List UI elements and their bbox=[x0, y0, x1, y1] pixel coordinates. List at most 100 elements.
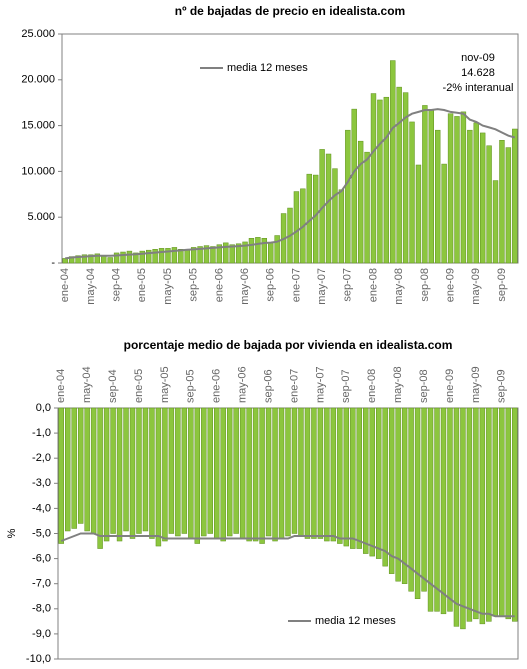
x-tick-label: sep-08 bbox=[419, 268, 431, 302]
bar bbox=[265, 407, 272, 537]
bar bbox=[71, 407, 77, 529]
bar bbox=[216, 244, 223, 264]
bar bbox=[107, 257, 113, 264]
bar bbox=[214, 407, 220, 539]
x-tick-label: ene-08 bbox=[366, 369, 378, 403]
bar bbox=[434, 407, 440, 612]
y-tick-label: -10,0 bbox=[26, 653, 51, 665]
bar bbox=[388, 407, 395, 574]
bar bbox=[188, 407, 194, 539]
x-tick-label: may-08 bbox=[392, 366, 404, 403]
x-tick-label: ene-04 bbox=[59, 268, 71, 302]
bar bbox=[184, 249, 190, 264]
x-tick-label: sep-05 bbox=[188, 268, 200, 302]
x-tick-label: may-05 bbox=[159, 366, 171, 403]
x-tick-label: ene-05 bbox=[133, 369, 145, 403]
bar bbox=[486, 407, 492, 622]
x-tick-label: sep-07 bbox=[340, 369, 352, 403]
bar bbox=[203, 245, 210, 264]
bar bbox=[235, 243, 242, 264]
legend-label: media 12 meses bbox=[227, 62, 308, 74]
bar bbox=[460, 407, 466, 630]
bar bbox=[233, 407, 239, 534]
x-tick-label: sep-06 bbox=[262, 369, 274, 403]
bar bbox=[77, 407, 84, 524]
bar bbox=[116, 407, 123, 542]
bar bbox=[512, 407, 518, 622]
bar bbox=[312, 174, 319, 264]
bar bbox=[152, 249, 158, 264]
x-tick-label: sep-06 bbox=[265, 268, 277, 302]
bar bbox=[248, 238, 255, 264]
x-tick-label: ene-09 bbox=[444, 369, 456, 403]
bar bbox=[133, 252, 139, 264]
bar bbox=[447, 407, 453, 612]
bar bbox=[175, 407, 181, 537]
y-tick-label: -2,0 bbox=[32, 452, 51, 464]
bar bbox=[110, 407, 116, 534]
bar bbox=[345, 129, 351, 264]
bar bbox=[171, 247, 178, 264]
bar bbox=[325, 153, 332, 264]
bar bbox=[460, 111, 467, 264]
bar bbox=[337, 407, 343, 544]
bar bbox=[285, 407, 291, 537]
bar bbox=[259, 407, 265, 544]
bar bbox=[181, 407, 188, 534]
bar bbox=[194, 407, 201, 544]
bar bbox=[499, 407, 505, 617]
chart-title: porcentaje medio de bajada por vivienda … bbox=[124, 338, 453, 352]
bar bbox=[408, 407, 414, 592]
y-tick-label: - bbox=[51, 257, 55, 269]
bar bbox=[427, 407, 434, 612]
bar bbox=[505, 147, 512, 264]
bar bbox=[402, 92, 409, 264]
y-tick-label: -9,0 bbox=[32, 628, 51, 640]
bar bbox=[97, 407, 103, 549]
y-tick-label: 20.000 bbox=[21, 74, 55, 86]
bar bbox=[278, 407, 285, 539]
y-tick-label: 25.000 bbox=[21, 28, 55, 40]
bar bbox=[473, 122, 479, 264]
x-tick-label: ene-06 bbox=[211, 369, 223, 403]
annotation: 14.628 bbox=[461, 67, 495, 79]
bar bbox=[440, 407, 447, 615]
bar bbox=[136, 407, 142, 534]
bar bbox=[101, 255, 107, 264]
bar bbox=[492, 180, 499, 264]
bar bbox=[149, 407, 155, 539]
bar bbox=[178, 249, 184, 264]
trend-line bbox=[60, 532, 515, 618]
x-tick-label: sep-08 bbox=[418, 369, 430, 403]
bar bbox=[390, 60, 396, 264]
bar bbox=[239, 407, 246, 539]
bar bbox=[162, 407, 168, 542]
bar bbox=[103, 407, 110, 542]
bar bbox=[330, 407, 337, 542]
bar bbox=[422, 105, 428, 264]
y-axis-label: % bbox=[6, 528, 18, 538]
bar bbox=[479, 407, 486, 625]
x-tick-label: sep-09 bbox=[496, 268, 508, 302]
bar bbox=[415, 164, 422, 264]
bar bbox=[435, 129, 441, 264]
bar bbox=[383, 96, 390, 264]
bar bbox=[324, 407, 330, 542]
bar bbox=[401, 407, 408, 584]
bar bbox=[207, 407, 213, 534]
bar bbox=[377, 99, 383, 264]
trend-line bbox=[65, 108, 516, 260]
x-tick-label: ene-08 bbox=[367, 268, 379, 302]
legend-label: media 12 meses bbox=[315, 615, 396, 627]
x-tick-label: may-08 bbox=[393, 268, 405, 305]
bar bbox=[409, 121, 415, 264]
y-tick-label: -4,0 bbox=[32, 502, 51, 514]
annotation: -2% interanual bbox=[443, 82, 514, 94]
bar bbox=[190, 247, 197, 264]
bar bbox=[58, 407, 64, 544]
bar bbox=[414, 407, 421, 600]
x-tick-label: ene-04 bbox=[55, 369, 67, 403]
bar bbox=[364, 151, 370, 264]
bar bbox=[298, 407, 304, 537]
